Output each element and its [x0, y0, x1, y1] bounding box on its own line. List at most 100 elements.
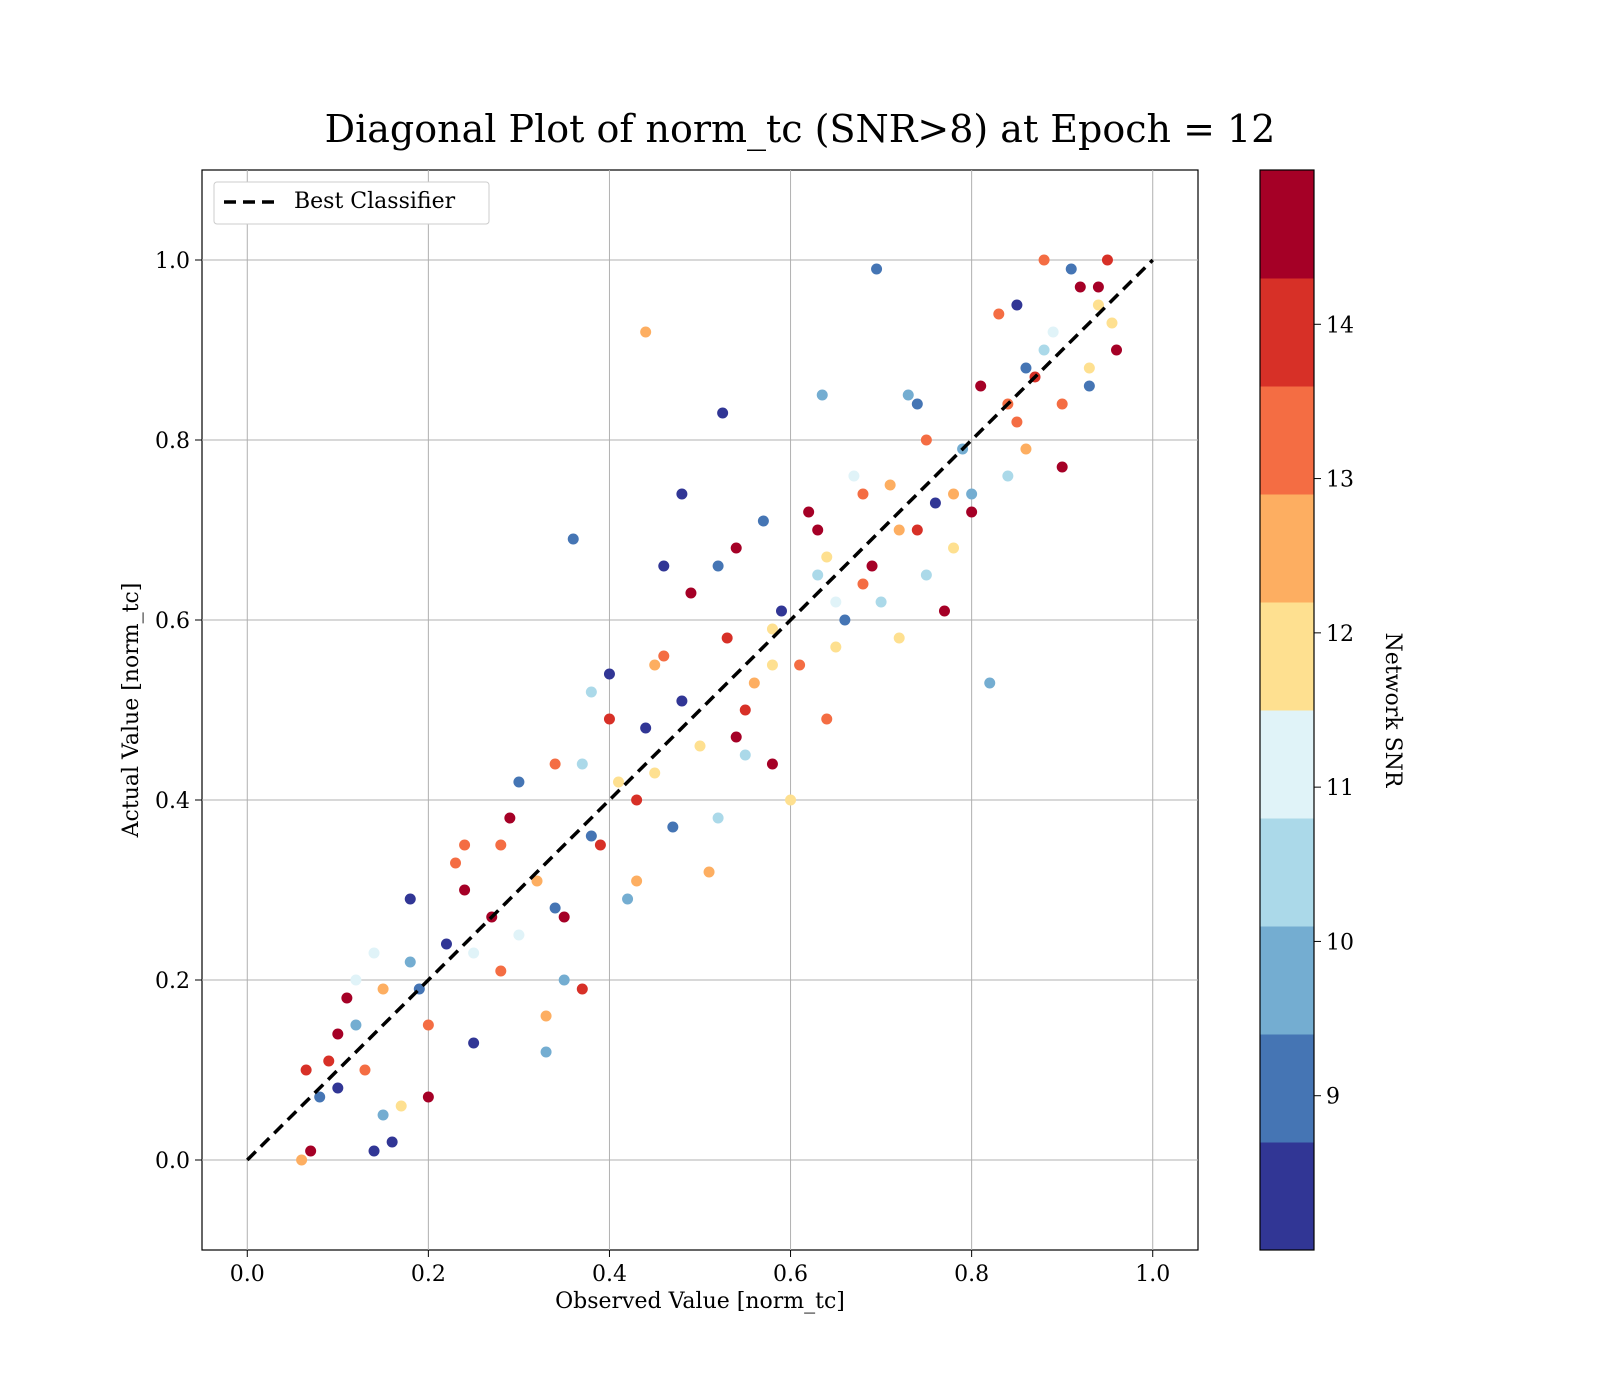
scatter-point [717, 407, 729, 419]
colorbar-segment [1260, 170, 1314, 279]
scatter-point [1092, 299, 1104, 311]
scatter-point [1101, 254, 1113, 266]
scatter-point [300, 1064, 312, 1076]
scatter-point [640, 722, 652, 734]
scatter-point [712, 560, 724, 572]
scatter-point [549, 902, 561, 914]
colorbar-segment [1260, 710, 1314, 819]
y-tick-label: 0.8 [155, 429, 190, 454]
scatter-point [323, 1055, 335, 1067]
scatter-point [830, 641, 842, 653]
y-tick-label: 0.6 [155, 609, 190, 634]
scatter-point [821, 551, 833, 563]
scatter-point [631, 794, 643, 806]
colorbar-tick-label: 9 [1326, 1085, 1340, 1110]
y-axis-label: Actual Value [norm_tc] [119, 583, 144, 839]
scatter-point [1011, 416, 1023, 428]
scatter-point [902, 389, 914, 401]
colorbar-label: Network SNR [1380, 633, 1405, 789]
scatter-point [984, 677, 996, 689]
scatter-point [920, 569, 932, 581]
scatter-point [459, 839, 471, 851]
scatter-point [775, 605, 787, 617]
scatter-point [531, 875, 543, 887]
scatter-point [812, 569, 824, 581]
scatter-point [1074, 281, 1086, 293]
scatter-point [540, 1010, 552, 1022]
scatter-point [395, 1100, 407, 1112]
x-tick-label: 0.8 [954, 1262, 989, 1287]
scatter-point [404, 893, 416, 905]
scatter-point [450, 857, 462, 869]
scatter-point [305, 1145, 317, 1157]
scatter-point [1056, 398, 1068, 410]
scatter-point [1047, 326, 1059, 338]
colorbar-segment [1260, 278, 1314, 387]
scatter-point [649, 659, 661, 671]
scatter-point [712, 812, 724, 824]
colorbar-tick-label: 10 [1326, 930, 1354, 955]
scatter-point [314, 1091, 326, 1103]
scatter-point [513, 929, 525, 941]
scatter-point [812, 524, 824, 536]
scatter-point [948, 542, 960, 554]
scatter-point [440, 938, 452, 950]
scatter-point [495, 839, 507, 851]
scatter-point [730, 731, 742, 743]
scatter-point [703, 866, 715, 878]
scatter-point [468, 947, 480, 959]
scatter-point [649, 767, 661, 779]
x-tick-label: 0.6 [773, 1262, 808, 1287]
scatter-point [658, 560, 670, 572]
scatter-point [594, 839, 606, 851]
scatter-point [884, 479, 896, 491]
scatter-point [821, 713, 833, 725]
scatter-point [929, 497, 941, 509]
scatter-point [459, 884, 471, 896]
scatter-point [350, 1019, 362, 1031]
scatter-point [540, 1046, 552, 1058]
x-tick-label: 1.0 [1135, 1262, 1170, 1287]
scatter-point [857, 488, 869, 500]
scatter-point [658, 650, 670, 662]
scatter-point [803, 506, 815, 518]
x-axis-label: Observed Value [norm_tc] [555, 1289, 845, 1314]
scatter-point [1011, 299, 1023, 311]
colorbar-segment [1260, 386, 1314, 495]
colorbar-segment [1260, 602, 1314, 711]
scatter-point [785, 794, 797, 806]
scatter-point [893, 524, 905, 536]
plot-area [201, 169, 1199, 1251]
scatter-point [766, 758, 778, 770]
scatter-point [377, 1109, 389, 1121]
scatter-point [857, 578, 869, 590]
colorbar-segment [1260, 1142, 1314, 1251]
scatter-point [558, 974, 570, 986]
scatter-point [296, 1154, 308, 1166]
scatter-point [1065, 263, 1077, 275]
scatter-point [748, 677, 760, 689]
colorbar-segment [1260, 818, 1314, 927]
scatter-point [893, 632, 905, 644]
scatter-point [1092, 281, 1104, 293]
scatter-point [368, 947, 380, 959]
scatter-point [1083, 380, 1095, 392]
scatter-point [558, 911, 570, 923]
scatter-point [721, 632, 733, 644]
scatter-point [603, 713, 615, 725]
scatter-point [871, 263, 883, 275]
scatter-point [938, 605, 950, 617]
scatter-point [422, 1019, 434, 1031]
scatter-point [631, 875, 643, 887]
scatter-point [816, 389, 828, 401]
scatter-point [685, 587, 697, 599]
scatter-point [794, 659, 806, 671]
scatter-point [359, 1064, 371, 1076]
y-tick-label: 0.2 [155, 969, 190, 994]
scatter-point [622, 893, 634, 905]
colorbar-segment [1260, 494, 1314, 603]
scatter-point [866, 560, 878, 572]
scatter-point [1083, 362, 1095, 374]
scatter-point [350, 974, 362, 986]
